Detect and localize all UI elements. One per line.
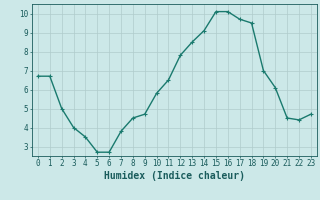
X-axis label: Humidex (Indice chaleur): Humidex (Indice chaleur) (104, 171, 245, 181)
